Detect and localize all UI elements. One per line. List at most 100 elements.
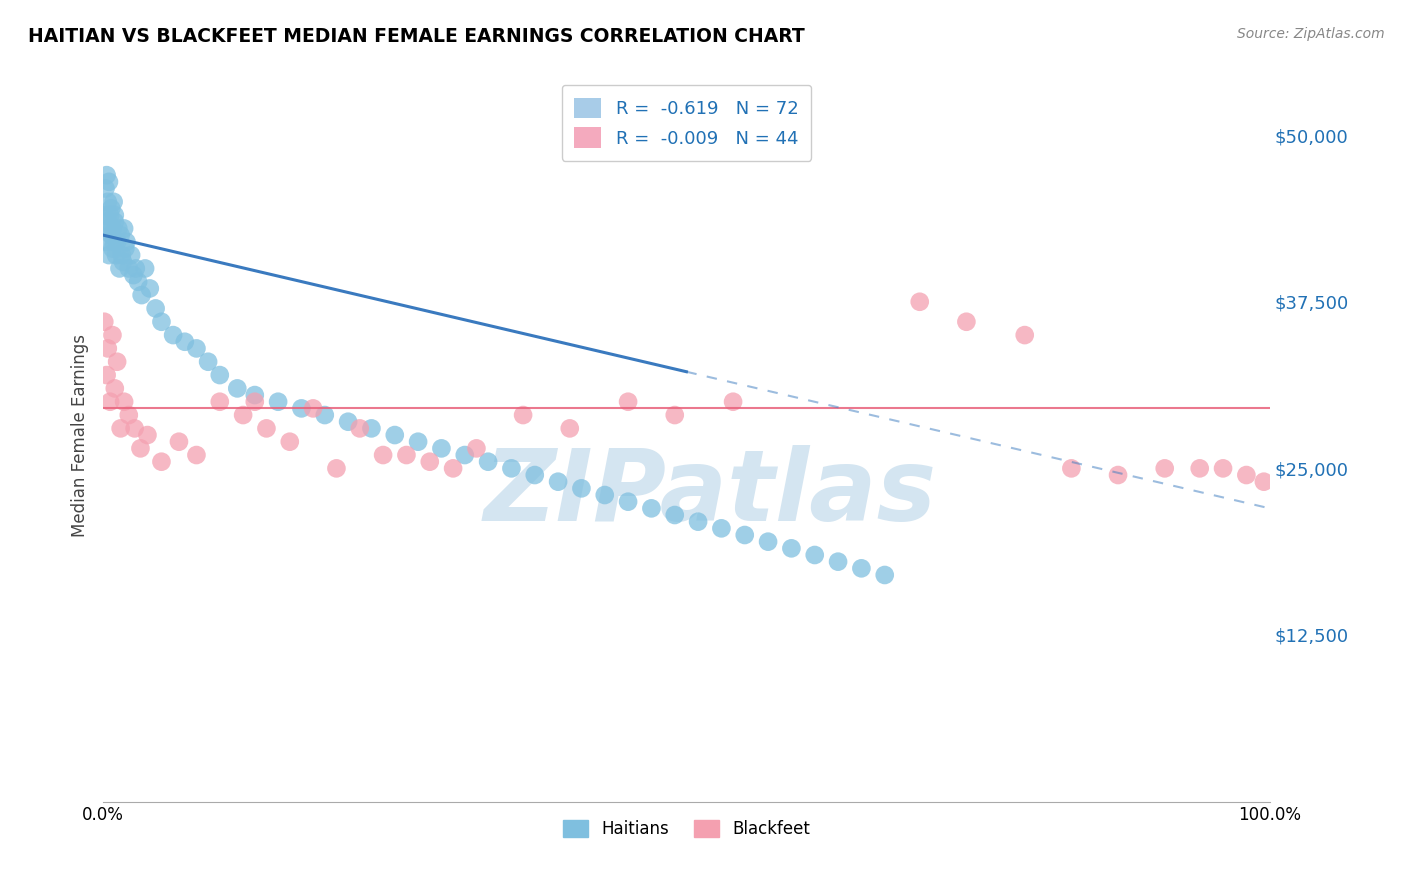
Point (756, 534, 779, 549)
Point (617, 494, 640, 508)
Point (512, 408, 534, 422)
Text: Source: ZipAtlas.com: Source: ZipAtlas.com (1237, 27, 1385, 41)
Point (134, 261, 156, 276)
Point (98, 208, 121, 222)
Point (547, 475, 569, 489)
Point (384, 428, 406, 442)
Point (955, 315, 977, 329)
Point (226, 381, 249, 395)
Point (139, 281, 162, 295)
Point (325, 461, 347, 475)
Point (112, 221, 135, 235)
Point (122, 268, 145, 282)
Point (97, 248, 120, 262)
Point (710, 521, 733, 535)
Point (243, 388, 266, 402)
Point (465, 442, 488, 456)
Point (111, 254, 134, 268)
Point (371, 448, 394, 462)
Point (96, 168, 118, 182)
Point (267, 394, 290, 409)
Point (115, 235, 138, 249)
Point (640, 501, 662, 516)
Point (477, 455, 499, 469)
Point (120, 248, 142, 262)
Point (454, 448, 477, 462)
Point (124, 421, 146, 435)
Point (337, 415, 360, 429)
Point (1234, 468, 1257, 483)
Point (419, 455, 441, 469)
Legend: Haitians, Blackfeet: Haitians, Blackfeet (557, 813, 817, 845)
Point (104, 208, 127, 222)
Point (1253, 475, 1275, 489)
Point (721, 394, 744, 409)
Point (97, 215, 120, 229)
Point (96, 368, 118, 382)
Point (97, 342, 120, 356)
Point (97, 175, 120, 189)
Point (571, 481, 593, 495)
Point (873, 568, 896, 582)
Point (105, 235, 128, 249)
Point (523, 468, 546, 483)
Point (112, 394, 135, 409)
Text: ZIPatlas: ZIPatlas (484, 445, 936, 542)
Point (664, 508, 686, 522)
Point (127, 275, 149, 289)
Point (118, 261, 141, 276)
Point (97, 194, 120, 209)
Point (593, 488, 616, 502)
Point (186, 342, 208, 356)
Point (108, 261, 131, 276)
Text: HAITIAN VS BLACKFEET MEDIAN FEMALE EARNINGS CORRELATION CHART: HAITIAN VS BLACKFEET MEDIAN FEMALE EARNI… (28, 27, 804, 45)
Point (278, 434, 301, 449)
Point (734, 528, 756, 542)
Point (114, 242, 136, 256)
Point (101, 221, 124, 235)
Point (501, 461, 523, 475)
Point (129, 442, 152, 456)
Point (94, 181, 117, 195)
Point (430, 442, 453, 456)
Point (208, 368, 231, 382)
Point (197, 355, 219, 369)
Point (100, 202, 122, 216)
Point (96, 235, 118, 249)
Point (167, 434, 190, 449)
Point (110, 421, 132, 435)
Point (150, 315, 173, 329)
Point (145, 301, 167, 316)
Point (908, 294, 931, 309)
Point (617, 394, 640, 409)
Point (349, 421, 371, 435)
Point (558, 421, 581, 435)
Point (162, 328, 184, 343)
Point (256, 421, 278, 435)
Point (110, 228, 132, 243)
Point (1188, 461, 1211, 475)
Point (93, 315, 115, 329)
Point (125, 261, 148, 276)
Point (131, 288, 153, 302)
Point (186, 448, 208, 462)
Point (103, 235, 125, 249)
Point (441, 461, 464, 475)
Point (104, 215, 127, 229)
Point (101, 328, 124, 343)
Point (688, 515, 710, 529)
Point (243, 394, 266, 409)
Point (101, 242, 124, 256)
Point (1107, 468, 1129, 483)
Point (100, 228, 122, 243)
Point (1014, 328, 1036, 343)
Point (103, 194, 125, 209)
Point (664, 408, 686, 422)
Point (360, 421, 382, 435)
Point (1153, 461, 1175, 475)
Point (118, 408, 141, 422)
Point (780, 541, 803, 556)
Point (98, 221, 121, 235)
Point (104, 381, 127, 395)
Point (314, 408, 336, 422)
